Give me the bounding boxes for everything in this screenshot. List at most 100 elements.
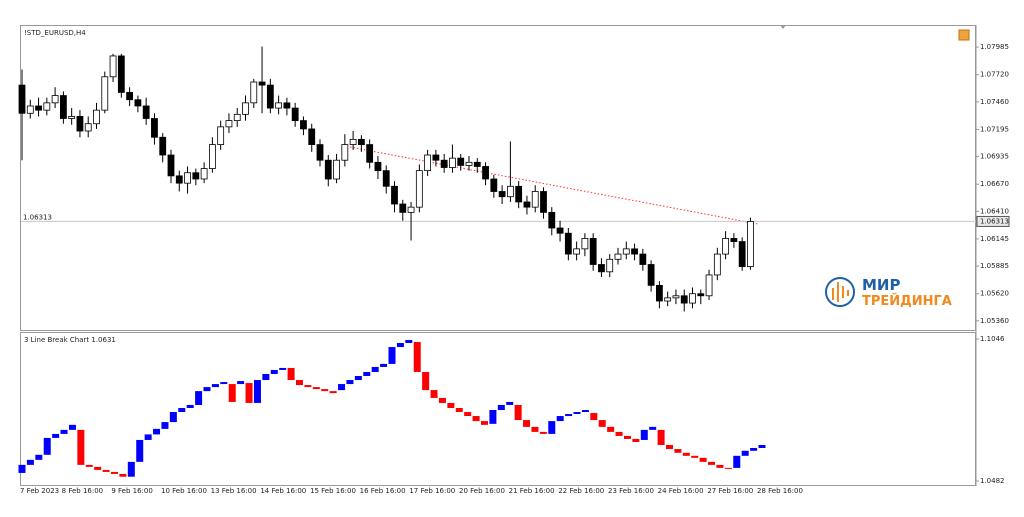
candle-body (606, 258, 614, 273)
brick (321, 389, 329, 392)
candle-body (151, 118, 158, 138)
candle-body (556, 227, 564, 234)
candle-body (76, 116, 84, 132)
x-tick-label: 22 Feb 16:00 (558, 487, 604, 495)
x-tick-label: 14 Feb 16:00 (260, 487, 306, 495)
y-tick-label: 1.07460 (980, 98, 1009, 106)
candle-body (366, 144, 374, 163)
y-tick-label: 1.05885 (980, 262, 1009, 270)
candle-body (35, 105, 42, 111)
y-tick-label: 1.06145 (980, 235, 1009, 243)
brick (514, 404, 522, 421)
candle-body (59, 95, 67, 119)
x-tick-label: 20 Feb 16:00 (459, 487, 505, 495)
candle-body (515, 185, 523, 203)
brick (102, 469, 110, 472)
y-tick-label: 1.07195 (980, 125, 1009, 133)
candle-body (349, 138, 357, 145)
brick (615, 431, 623, 436)
brick (119, 473, 127, 477)
candle-body (655, 284, 663, 302)
logo-bars (832, 282, 849, 302)
brick (506, 401, 514, 405)
candle-body (631, 248, 638, 255)
candle-body (184, 172, 191, 184)
brick (296, 380, 303, 386)
candle-body (93, 109, 100, 125)
brick (371, 366, 379, 372)
brick (724, 467, 732, 469)
y-tick-label: 1.07720 (980, 71, 1009, 79)
candle-body (341, 144, 349, 161)
x-tick-label: 21 Feb 16:00 (509, 487, 555, 495)
brick (127, 461, 135, 477)
brick (169, 412, 177, 423)
brick (539, 431, 547, 434)
y-tick-label: 1.05360 (980, 317, 1009, 325)
y-tick-label: 1.05620 (980, 290, 1009, 298)
close-icon[interactable] (958, 29, 970, 41)
candle-body (109, 55, 117, 78)
brick (405, 339, 413, 344)
brick (346, 380, 354, 385)
scroll-marker (780, 25, 786, 29)
brick (733, 455, 741, 468)
candle-body (275, 102, 283, 109)
candle-body (18, 84, 26, 114)
candle-body (531, 191, 539, 208)
candle-body (117, 55, 125, 93)
brick (203, 387, 211, 392)
brick (245, 383, 253, 403)
candle-body (374, 161, 382, 172)
candle-body (713, 253, 721, 276)
candle-body (324, 159, 332, 180)
candle-body (424, 154, 432, 172)
brick (253, 380, 261, 403)
x-tick-label: 23 Feb 16:00 (608, 487, 654, 495)
candle-body (482, 166, 489, 180)
candle-body (200, 168, 208, 180)
candle-body (134, 99, 142, 107)
brick (312, 387, 320, 390)
candle-body (399, 203, 407, 213)
brick (422, 371, 430, 391)
y-tick-label: 1.06410 (980, 207, 1009, 215)
brick (35, 454, 43, 460)
brick (111, 471, 118, 474)
brick (396, 343, 404, 348)
brick (60, 429, 68, 434)
brick (52, 433, 60, 438)
candle-body (564, 232, 572, 255)
brick (68, 424, 76, 430)
x-tick-label: 27 Feb 16:00 (707, 487, 753, 495)
candle-body (258, 81, 266, 86)
candle-body (697, 293, 705, 297)
candle-body (43, 102, 51, 111)
brick (338, 384, 346, 391)
candle-body (266, 84, 274, 109)
x-tick-label: 28 Feb 16:00 (757, 487, 803, 495)
candle-body (300, 120, 307, 130)
brick (413, 342, 421, 372)
brick (186, 404, 194, 408)
brick (363, 371, 371, 377)
candle-body (233, 113, 241, 121)
candle-body (465, 161, 473, 166)
brick (666, 444, 673, 450)
candle-body (101, 76, 109, 111)
brick (699, 457, 707, 462)
brick (18, 464, 26, 473)
candle-body (581, 238, 589, 250)
candle-body (26, 105, 34, 114)
brick (472, 416, 480, 422)
candle-body (208, 144, 216, 169)
x-tick-label: 9 Feb 16:00 (111, 487, 152, 495)
candle-body (672, 295, 680, 299)
brick (497, 404, 505, 410)
brick (228, 384, 236, 402)
brick (354, 376, 362, 381)
watermark: МИР ТРЕЙДИНГА (825, 276, 952, 309)
brick (94, 466, 102, 470)
brick (329, 391, 337, 394)
